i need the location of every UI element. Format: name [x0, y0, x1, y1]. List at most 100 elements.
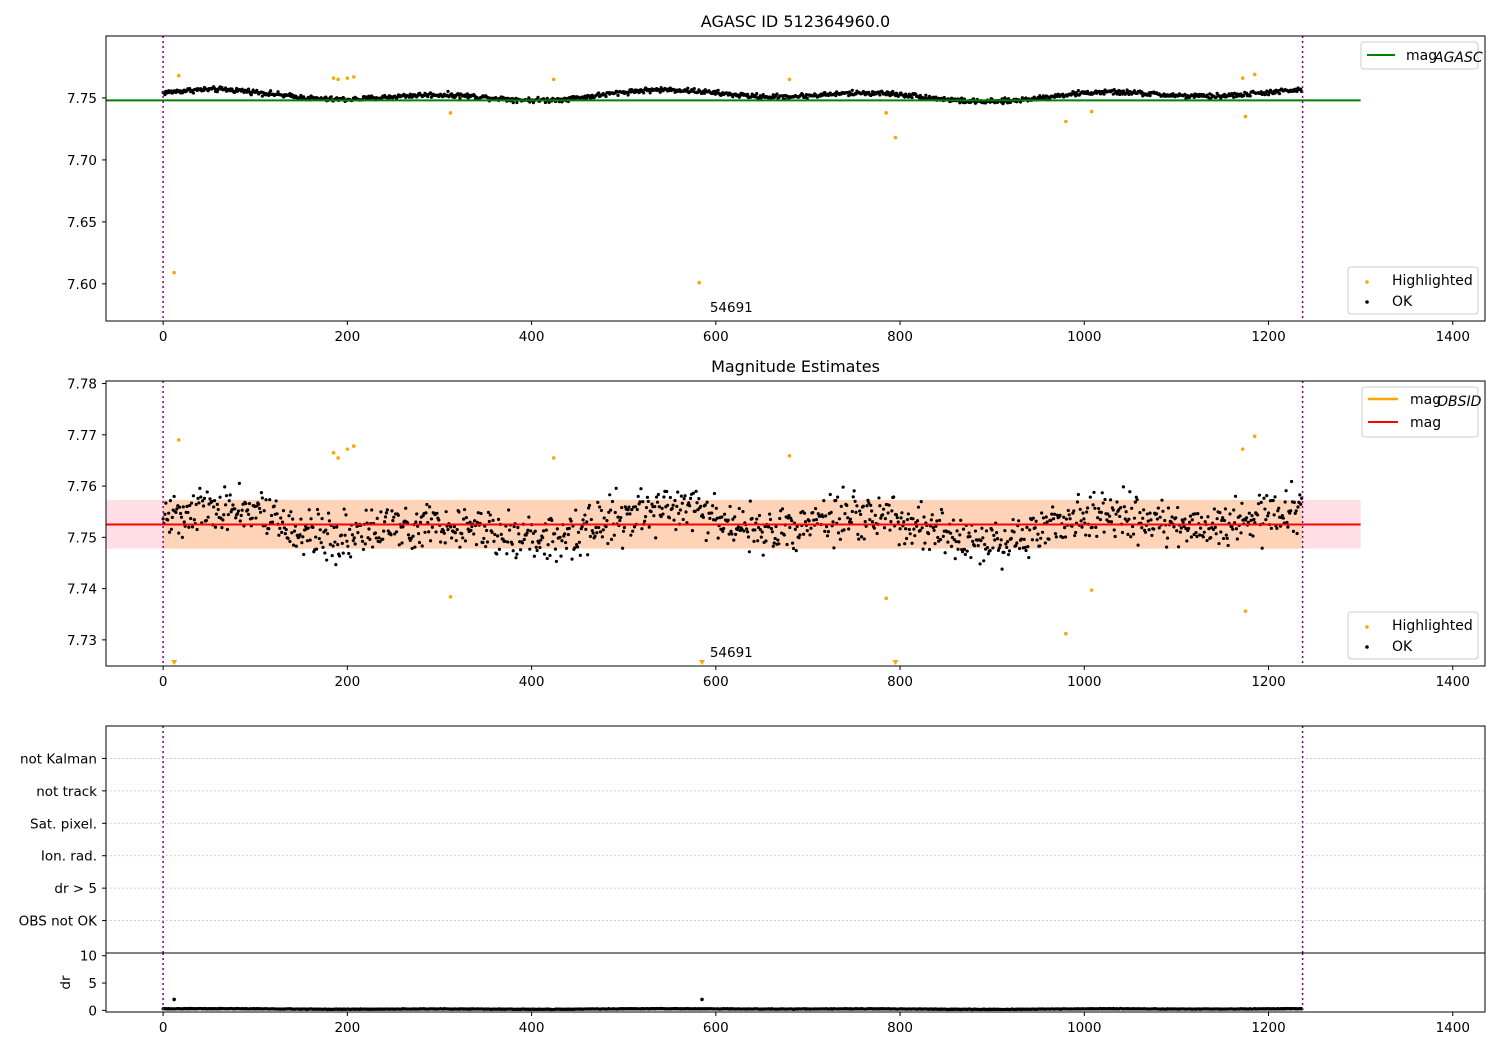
x-tick-label: 1200 [1251, 329, 1285, 345]
ok-point [645, 495, 650, 499]
x-tick-label: 1400 [1436, 329, 1470, 345]
ok-point [1166, 506, 1171, 510]
ok-point [637, 90, 641, 95]
ok-point [1140, 526, 1144, 530]
ok-point [1188, 514, 1193, 518]
ok-point [1235, 537, 1239, 541]
ok-point [1148, 511, 1152, 515]
ok-point [166, 518, 170, 522]
ok-point [423, 530, 427, 534]
ok-point [1007, 549, 1012, 553]
ok-point [1028, 528, 1032, 532]
ok-point [997, 546, 1001, 550]
ok-point [584, 527, 588, 531]
ok-point [1149, 518, 1153, 522]
ok-point [493, 532, 497, 537]
ok-point [1266, 514, 1270, 518]
highlighted-point [351, 444, 356, 448]
ok-point [999, 538, 1003, 542]
ok-point [609, 537, 614, 541]
ok-point [1035, 538, 1039, 542]
ok-point [342, 507, 346, 511]
ok-point [1033, 526, 1037, 530]
highlighted-point [551, 77, 556, 82]
y-tick-label: 7.73 [67, 633, 97, 649]
ok-point [499, 532, 503, 536]
highlighted-point [551, 456, 556, 460]
ok-point [400, 541, 404, 545]
ok-point [1103, 497, 1107, 502]
ok-point [586, 553, 590, 557]
ok-point [404, 506, 408, 510]
ok-point [621, 529, 626, 533]
ok-point [1293, 511, 1297, 515]
ok-point [389, 533, 393, 537]
ok-point [185, 504, 189, 508]
ok-point [715, 516, 719, 520]
ok-point [609, 508, 613, 512]
ok-point [228, 493, 232, 497]
ok-point [186, 510, 190, 515]
ok-point [697, 497, 701, 501]
ok-point [755, 517, 759, 521]
ok-point [687, 501, 691, 505]
ok-point [288, 539, 292, 544]
ok-point [181, 505, 185, 509]
ok-point [802, 511, 807, 515]
ok-point [778, 516, 782, 521]
ok-point [222, 513, 226, 517]
ok-point [1009, 536, 1013, 541]
ok-point [1030, 538, 1035, 542]
ok-point [828, 492, 832, 497]
ok-point [655, 500, 660, 504]
ok-point [317, 536, 321, 541]
ok-point [208, 497, 212, 501]
highlighted-point [345, 76, 350, 80]
ok-point [650, 502, 654, 506]
ok-point [963, 552, 967, 557]
ok-point [269, 89, 273, 93]
ok-point [262, 509, 266, 513]
obsid-annotation: 54691 [710, 300, 753, 316]
ok-point [507, 528, 512, 532]
ok-point [912, 527, 916, 531]
ok-point [756, 539, 760, 543]
ok-point [870, 509, 874, 513]
x-tick-label: 600 [703, 674, 729, 690]
ok-point [976, 544, 980, 548]
ok-point [993, 538, 997, 542]
ok-point [859, 535, 864, 539]
ok-point [1095, 534, 1099, 538]
ok-point [497, 547, 502, 551]
ok-point [1169, 520, 1173, 524]
ok-point [961, 527, 966, 531]
ok-point [1165, 545, 1169, 549]
ok-point [224, 503, 228, 507]
ok-point [935, 519, 939, 523]
ok-point [533, 529, 537, 533]
ok-point [585, 520, 589, 524]
ok-point [745, 527, 749, 531]
ok-point [620, 546, 625, 550]
ok-point [900, 511, 904, 515]
ok-point [805, 96, 809, 101]
ok-point [1041, 516, 1046, 520]
chart-title: Magnitude Estimates [711, 357, 880, 376]
ok-point [599, 508, 604, 513]
ok-point [379, 510, 383, 514]
highlighted-point [1240, 76, 1245, 80]
ok-point [941, 534, 945, 539]
ok-point [881, 507, 886, 511]
ok-point [334, 563, 338, 567]
ok-point [516, 525, 520, 530]
ok-point [454, 539, 458, 543]
ok-point [753, 528, 757, 532]
ok-point [690, 529, 695, 533]
ok-point [616, 515, 620, 519]
ok-point [196, 496, 200, 500]
legend-label-highlighted: Highlighted [1392, 618, 1473, 634]
ok-point [1233, 521, 1237, 525]
ok-point [773, 536, 777, 541]
ok-point [216, 507, 220, 512]
ok-point [667, 516, 672, 520]
